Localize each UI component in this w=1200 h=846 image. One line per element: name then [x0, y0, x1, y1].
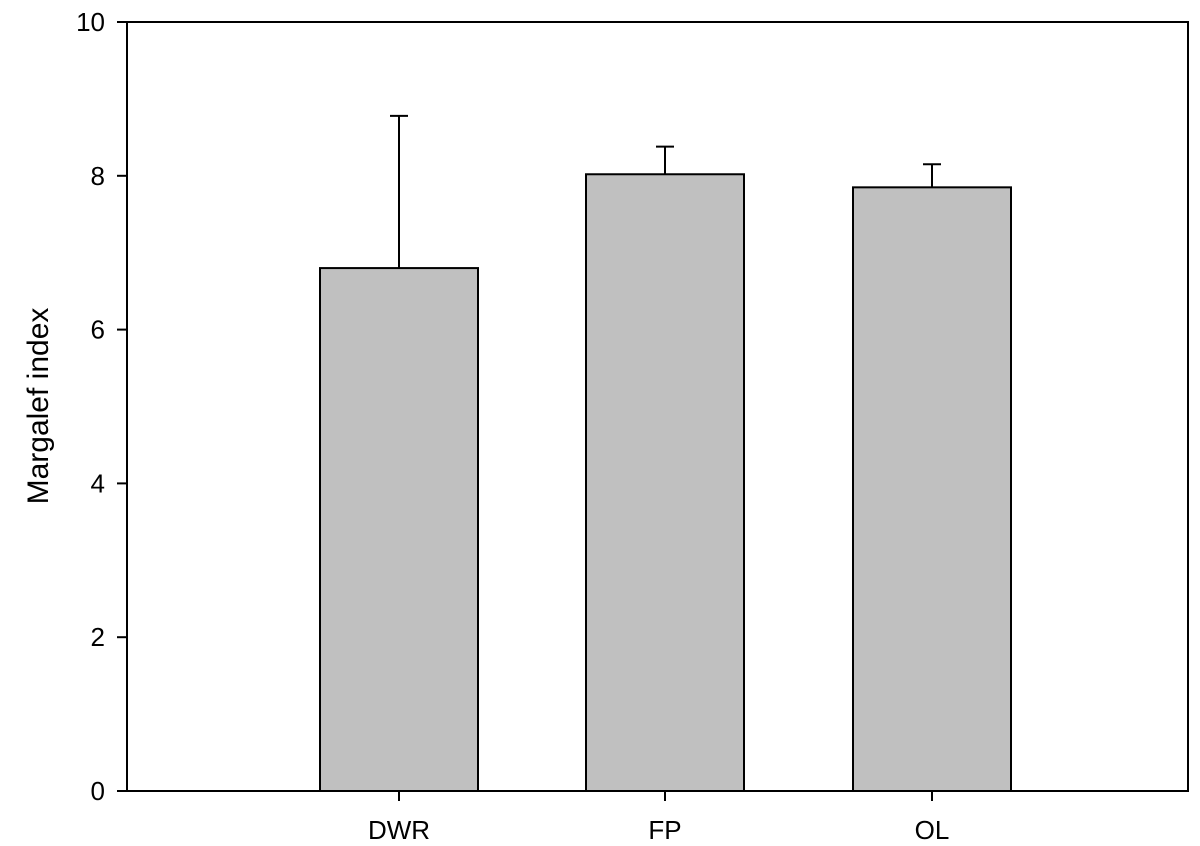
bar-dwr [319, 267, 479, 792]
x-tick-label: FP [648, 815, 681, 845]
x-tick-label: DWR [368, 815, 430, 845]
y-tick-label: 10 [76, 7, 105, 37]
y-axis: 0 2 4 6 8 10 [76, 7, 127, 806]
bar-ol [852, 186, 1012, 792]
bar-fp [585, 173, 745, 792]
y-tick-label: 2 [91, 622, 105, 652]
x-tick-label: OL [915, 815, 950, 845]
y-tick-label: 4 [91, 468, 105, 498]
bars-group [319, 114, 1012, 792]
y-axis-title: Margalef index [22, 308, 55, 505]
y-tick-label: 0 [91, 776, 105, 806]
y-tick-label: 6 [91, 315, 105, 345]
x-axis: DWR FP OL [368, 791, 949, 845]
y-tick-label: 8 [91, 161, 105, 191]
